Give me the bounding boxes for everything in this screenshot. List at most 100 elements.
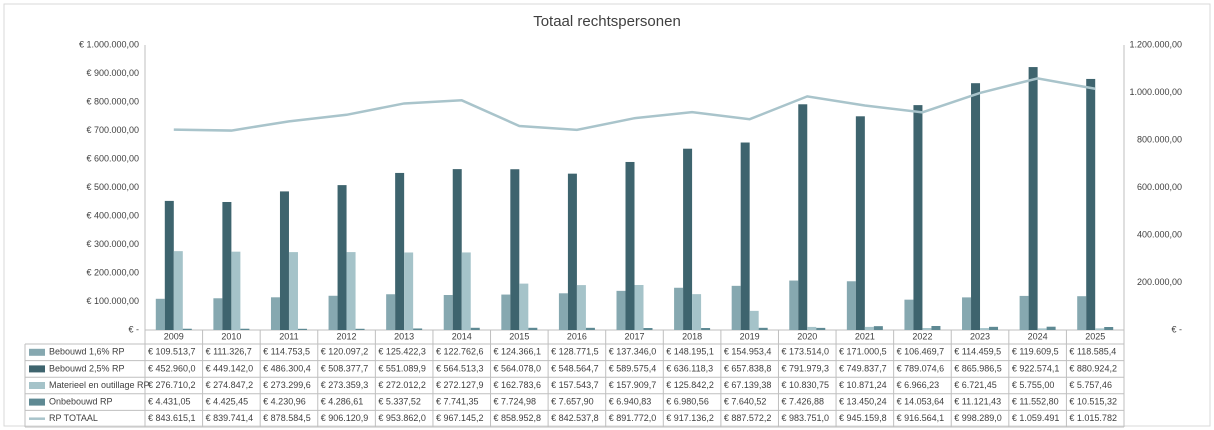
table-cell: € 887.572,2 <box>724 413 772 423</box>
table-cell: € 157.909,7 <box>609 380 657 390</box>
x-tick-label: 2022 <box>912 331 932 341</box>
table-cell: € 878.584,5 <box>263 413 311 423</box>
table-cell: € 118.585,4 <box>1069 347 1116 357</box>
table-cell: € 1.059.491 <box>1012 413 1060 423</box>
y-tick-label: € 500.000,00 <box>86 182 139 192</box>
x-tick-label: 2020 <box>797 331 817 341</box>
table-cell: € 789.074,6 <box>897 363 945 373</box>
table-cell: € 998.289,0 <box>954 413 1002 423</box>
x-tick-label: 2014 <box>452 331 472 341</box>
table-cell: € 839.741,4 <box>206 413 254 423</box>
bar <box>1037 328 1047 330</box>
table-cell: € 791.979,3 <box>781 363 829 373</box>
x-tick-label: 2021 <box>855 331 875 341</box>
legend-label: Bebouwd 1,6% RP <box>49 347 125 357</box>
table-cell: € 4.425,45 <box>206 396 249 406</box>
bar <box>749 310 759 330</box>
bar <box>971 83 981 330</box>
bar <box>328 295 338 330</box>
table-cell: € 10.871,24 <box>839 380 887 390</box>
bar <box>674 287 684 330</box>
table-cell: € 917.136,2 <box>666 413 714 423</box>
y2-tick-label: 200.000,00 <box>1137 277 1182 287</box>
table-cell: € 106.469,7 <box>897 347 945 357</box>
table-cell: € 14.053,64 <box>897 396 945 406</box>
bar <box>798 104 808 331</box>
table-cell: € 5.337,52 <box>378 396 421 406</box>
table-cell: € 10.830,75 <box>781 380 829 390</box>
table-cell: € 125.842,2 <box>666 380 714 390</box>
bar <box>355 328 365 330</box>
y2-tick-label: 800.000,00 <box>1137 134 1182 144</box>
table-cell: € 120.097,2 <box>321 347 369 357</box>
y-tick-label: € 400.000,00 <box>86 210 139 220</box>
y-tick-label: € 100.000,00 <box>86 296 139 306</box>
x-tick-label: 2012 <box>337 331 357 341</box>
table-cell: € 125.422,3 <box>378 347 426 357</box>
table-cell: € 13.450,24 <box>839 396 887 406</box>
x-tick-label: 2024 <box>1028 331 1048 341</box>
table-cell: € 111.326,7 <box>206 347 252 357</box>
table-cell: € 7.741,35 <box>436 396 479 406</box>
bar <box>510 169 520 330</box>
bar <box>980 328 990 330</box>
bar <box>931 325 941 330</box>
legend-label: Onbebouwd RP <box>49 396 113 406</box>
bar <box>240 328 250 330</box>
table-cell: € 4.286,61 <box>321 396 364 406</box>
table-cell: € 749.837,7 <box>839 363 887 373</box>
y-tick-label: € 900.000,00 <box>86 68 139 78</box>
bar <box>585 327 595 330</box>
table-cell: € 272.012,2 <box>378 380 426 390</box>
x-tick-label: 2023 <box>970 331 990 341</box>
legend-label: RP TOTAAL <box>49 413 98 423</box>
table-cell: € 273.359,3 <box>321 380 369 390</box>
table-cell: € 636.118,3 <box>666 363 713 373</box>
table-cell: € 842.537,8 <box>551 413 599 423</box>
table-cell: € 173.514,0 <box>781 347 829 357</box>
table-cell: € 589.575,4 <box>609 363 657 373</box>
table-cell: € 1.015.782 <box>1069 413 1117 423</box>
line <box>173 77 1096 132</box>
bar <box>1104 327 1114 330</box>
x-tick-label: 2011 <box>279 331 298 341</box>
table-cell: € 967.145,2 <box>436 413 484 423</box>
table-cell: € 157.543,7 <box>551 380 599 390</box>
bar <box>904 299 914 330</box>
y-tick-label: € 700.000,00 <box>86 125 139 135</box>
legend-swatch <box>29 398 45 406</box>
table-cell: € 6.980,56 <box>666 396 709 406</box>
table-cell: € 6.940,83 <box>609 396 652 406</box>
y2-tick-label: 600.000,00 <box>1137 182 1182 192</box>
table-cell: € 273.299,6 <box>263 380 311 390</box>
x-tick-label: 2013 <box>394 331 414 341</box>
x-tick-label: 2019 <box>740 331 760 341</box>
y2-tick-label: 400.000,00 <box>1137 229 1182 239</box>
bar <box>452 169 462 330</box>
table-cell: € 128.771,5 <box>551 347 599 357</box>
table-cell: € 983.751,0 <box>781 413 829 423</box>
table-cell: € 858.952,8 <box>494 413 542 423</box>
bar <box>182 328 192 330</box>
bar <box>528 327 538 330</box>
table-cell: € 137.346,0 <box>609 347 657 357</box>
bar <box>395 172 405 330</box>
bar <box>740 142 750 330</box>
bar <box>231 251 241 330</box>
table-cell: € 452.960,0 <box>148 363 196 373</box>
bar <box>616 290 626 330</box>
bar <box>1019 295 1029 330</box>
y-tick-label: € - <box>128 324 139 334</box>
bar <box>1077 296 1087 330</box>
y-tick-label: € 800.000,00 <box>86 96 139 106</box>
bar <box>789 280 799 330</box>
table-cell: € 7.657,90 <box>551 396 594 406</box>
table-cell: € 119.609,5 <box>1012 347 1059 357</box>
bar <box>413 328 423 330</box>
table-cell: € 7.426,88 <box>781 396 824 406</box>
bar <box>683 148 693 330</box>
y2-tick-label: € - <box>1171 324 1182 334</box>
bar <box>213 298 223 330</box>
table-cell: € 5.755,00 <box>1012 380 1055 390</box>
